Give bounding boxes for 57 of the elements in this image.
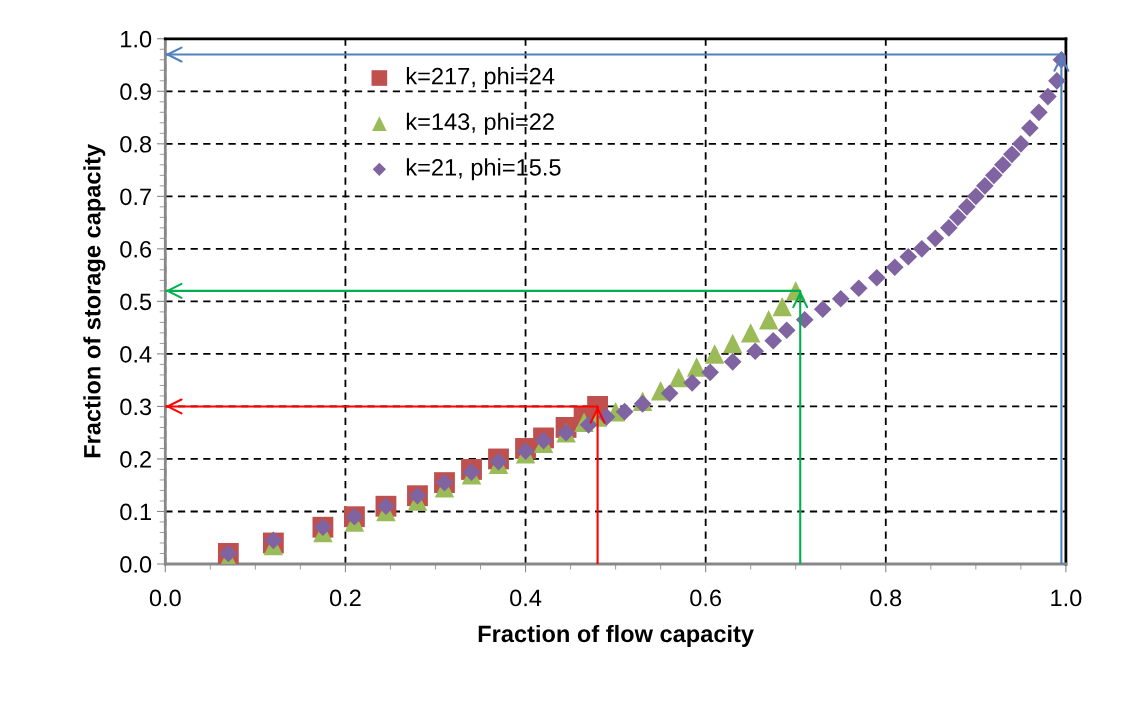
point [912,240,931,258]
point [723,352,742,371]
point [1039,87,1057,106]
point [926,229,945,248]
point [899,247,918,266]
legend-label: k=21, phi=15.5 [406,158,561,181]
point [1003,145,1021,164]
point [722,333,743,354]
point [948,208,967,227]
point [764,331,783,350]
x-tick-label: 0.4 [510,589,542,607]
point [831,289,850,308]
point [701,363,719,382]
y-tick-label: 0.7 [120,188,151,206]
point [660,384,679,403]
y-tick-label: 0.1 [120,503,151,521]
legend-label: k=217, phi=24 [406,67,555,90]
legend-label: k=143, phi=22 [406,112,554,135]
y-tick-label: 0.0 [120,556,152,573]
point [813,300,832,319]
point [777,321,796,340]
y-tick-label: 0.8 [120,135,152,153]
point [967,187,985,206]
point [867,268,886,287]
y-tick-label: 0.3 [120,398,152,416]
point [758,310,779,330]
point [985,166,1003,185]
y-tick-label: 0.9 [120,83,151,101]
point [994,155,1012,174]
y-tick-label: 0.5 [120,293,152,311]
point [772,296,792,317]
point [740,323,761,343]
point [1030,103,1048,122]
point [746,342,765,361]
point [976,177,994,195]
point [1021,119,1039,137]
point [579,415,598,434]
x-tick-label: 0.0 [149,589,181,607]
y-tick-label: 0.4 [120,345,152,363]
point [939,219,958,237]
y-tick-label: 0.2 [120,451,151,468]
point [957,198,976,216]
point [704,344,725,364]
point [885,258,904,277]
y-tick-label: 1.0 [121,30,152,48]
x-tick-label: 0.2 [329,589,361,607]
y-axis-title: Fraction of storage capacity [83,144,106,458]
point [849,279,868,298]
point [683,373,701,392]
point [1012,134,1030,153]
y-tick-label: 0.6 [120,240,152,258]
x-tick-label: 0.8 [870,589,902,607]
x-axis-title: Fraction of flow capacity [478,624,754,647]
x-tick-label: 0.6 [690,589,722,607]
point [686,357,707,377]
point [615,402,634,421]
x-tick-label: 1.0 [1051,589,1082,607]
